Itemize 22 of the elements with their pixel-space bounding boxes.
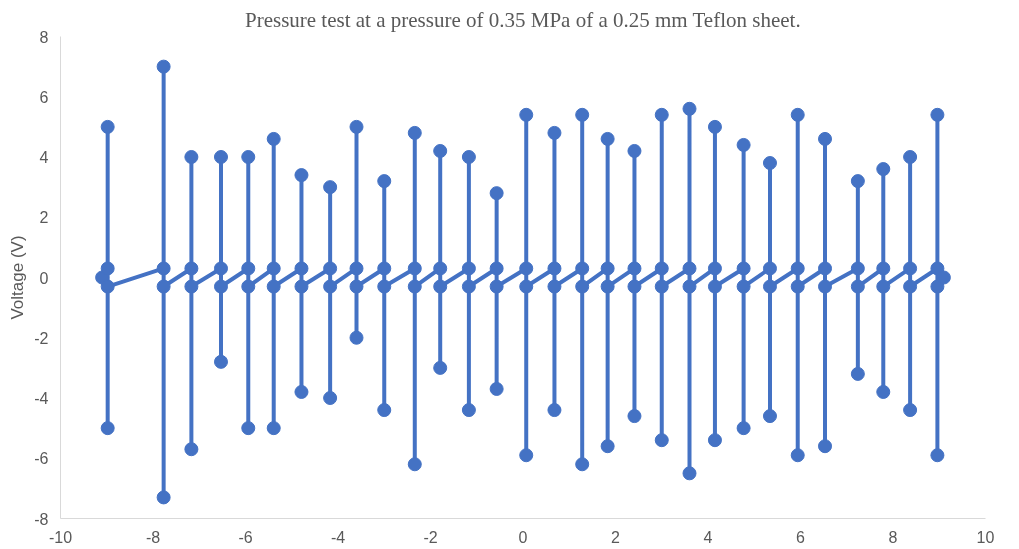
chart-title: Pressure test at a pressure of 0.35 MPa of a 0.25 mm Teflon sheet. <box>244 7 801 32</box>
x-tick-label: -4 <box>330 528 346 546</box>
x-tick-label: -8 <box>145 528 161 546</box>
y-tick-label: -2 <box>34 329 49 347</box>
y-tick-label: 4 <box>39 149 49 166</box>
x-tick-label: 4 <box>703 528 713 546</box>
y-tick-label: 6 <box>39 88 49 106</box>
x-tick-label: 10 <box>976 528 995 546</box>
x-tick-label: 6 <box>796 528 806 546</box>
y-tick-label: 2 <box>39 209 49 227</box>
y-tick-label: 8 <box>39 28 49 46</box>
y-tick-label: -4 <box>34 390 49 407</box>
y-tick-label: -8 <box>34 510 49 528</box>
x-tick-label: -10 <box>48 528 73 546</box>
x-tick-label: -6 <box>238 528 253 546</box>
y-tick-label: 0 <box>39 269 49 287</box>
y-tick-label: -6 <box>34 450 49 468</box>
x-tick-label: 2 <box>611 528 621 546</box>
x-tick-label: -2 <box>423 528 438 546</box>
x-tick-label: 0 <box>518 528 528 546</box>
y-axis-title: Voltage (V) <box>7 235 27 320</box>
x-tick-label: 8 <box>888 528 898 546</box>
